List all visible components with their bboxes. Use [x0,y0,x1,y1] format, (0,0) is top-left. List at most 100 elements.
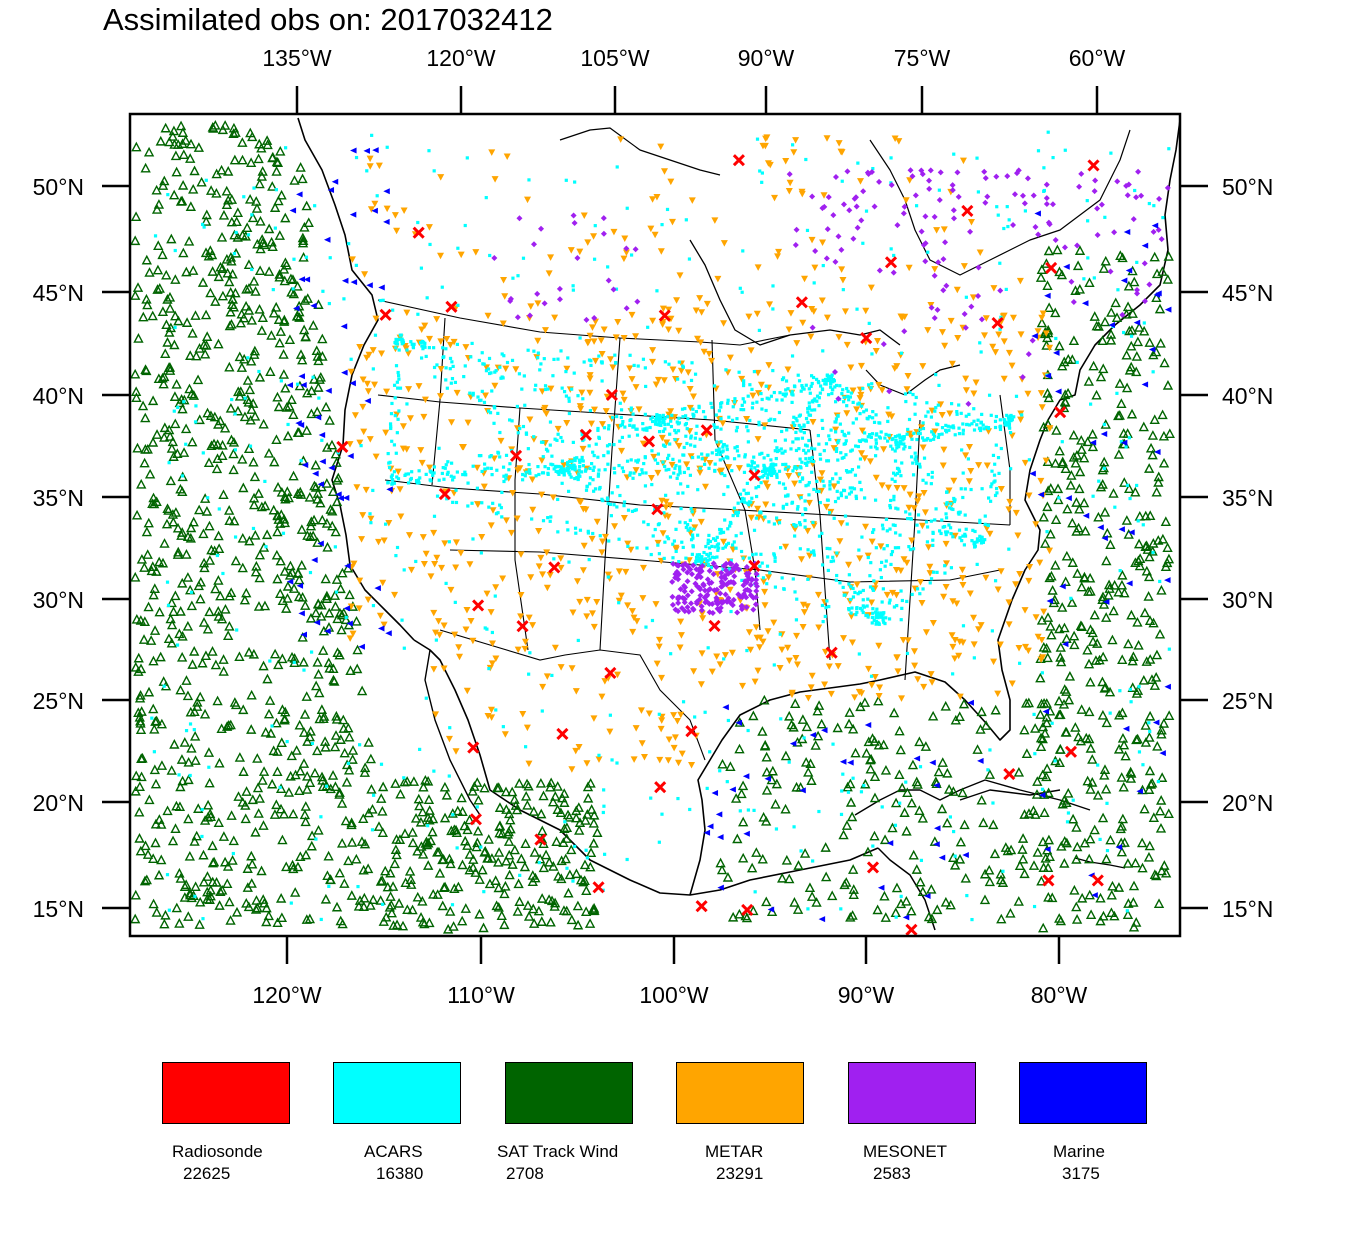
acars-marker [454,488,458,492]
sat-track-wind-marker [478,922,489,933]
metar-marker [603,393,611,401]
acars-marker [861,241,865,245]
sat-track-wind-marker [331,713,343,724]
acars-marker [634,508,638,512]
acars-marker [880,523,885,527]
sat-track-wind-marker [285,273,297,284]
sat-track-wind-marker [845,797,857,807]
acars-marker [686,467,690,471]
sat-track-wind-marker [1071,822,1082,832]
sat-track-wind-marker [1122,909,1134,920]
acars-marker [746,440,750,444]
sat-track-wind-marker [1017,833,1029,843]
acars-marker [215,553,220,558]
sat-track-wind-marker [263,910,274,921]
sat-track-wind-marker [263,708,275,719]
metar-marker [668,461,676,469]
sat-track-wind-marker [738,852,749,863]
sat-track-wind-marker [243,396,254,407]
acars-marker [1050,721,1054,725]
acars-marker [795,466,799,470]
metar-marker [713,653,721,661]
acars-marker [587,558,591,562]
metar-marker [823,135,831,142]
metar-marker [763,134,771,141]
acars-marker [858,412,862,416]
acars-marker [930,475,934,479]
acars-marker [678,469,682,474]
sat-track-wind-marker [301,425,312,435]
acars-marker [768,466,772,470]
sat-track-wind-marker [1046,629,1057,640]
acars-marker [740,290,744,294]
sat-track-wind-marker [358,813,369,824]
acars-marker [864,209,869,213]
sat-track-wind-marker [244,193,256,204]
acars-marker [597,436,601,440]
sat-track-wind-marker [912,779,923,789]
acars-marker [794,437,798,441]
acars-marker [931,543,935,548]
acars-marker [747,556,751,560]
acars-marker [572,371,576,375]
acars-marker [734,429,739,433]
acars-marker [518,426,522,431]
acars-marker [993,462,997,466]
acars-marker [953,498,957,502]
sat-track-wind-marker [387,881,399,891]
acars-marker [775,446,779,450]
metar-marker [939,462,947,469]
acars-marker [566,356,570,360]
acars-marker [480,501,484,505]
metar-marker [775,248,783,256]
acars-marker [695,553,699,557]
metar-marker [726,586,734,594]
sat-track-wind-marker [1119,587,1130,598]
acars-marker [851,400,855,404]
acars-marker [741,383,746,388]
acars-marker [959,411,963,415]
metar-marker [906,177,914,184]
sat-track-wind-marker [418,781,429,792]
metar-marker [1046,547,1054,555]
acars-marker [606,462,610,466]
sat-track-wind-marker [1126,609,1137,620]
acars-marker [998,261,1002,265]
sat-track-wind-marker [402,904,413,915]
acars-marker [319,815,323,819]
metar-marker [575,498,583,505]
metar-marker [619,390,627,398]
acars-marker [685,441,689,446]
metar-marker [761,602,769,609]
acars-marker [847,470,851,474]
sat-track-wind-marker [1143,591,1154,601]
acars-marker [370,133,374,137]
metar-marker [1032,521,1040,528]
acars-marker [711,537,716,541]
acars-marker [394,451,398,455]
metar-marker [726,354,734,362]
great-lakes-shore [689,239,901,346]
acars-marker [530,517,534,521]
sat-track-wind-marker [275,588,286,599]
metar-marker [628,311,636,319]
sat-track-wind-marker [229,154,241,165]
acars-marker [681,545,685,550]
acars-marker [943,564,947,568]
metar-marker [359,376,367,384]
acars-marker [908,445,912,450]
acars-marker [944,516,949,520]
acars-marker [780,429,784,434]
acars-marker [511,276,515,280]
acars-marker [799,425,803,430]
metar-marker [764,628,772,635]
sat-track-wind-marker [253,153,264,164]
acars-marker [841,772,845,776]
metar-marker [529,622,537,629]
acars-marker [672,471,676,475]
acars-marker [722,492,726,497]
metar-marker [880,446,888,453]
acars-marker [1128,687,1132,692]
sat-track-wind-marker [1132,336,1144,347]
sat-track-wind-marker [450,824,462,835]
